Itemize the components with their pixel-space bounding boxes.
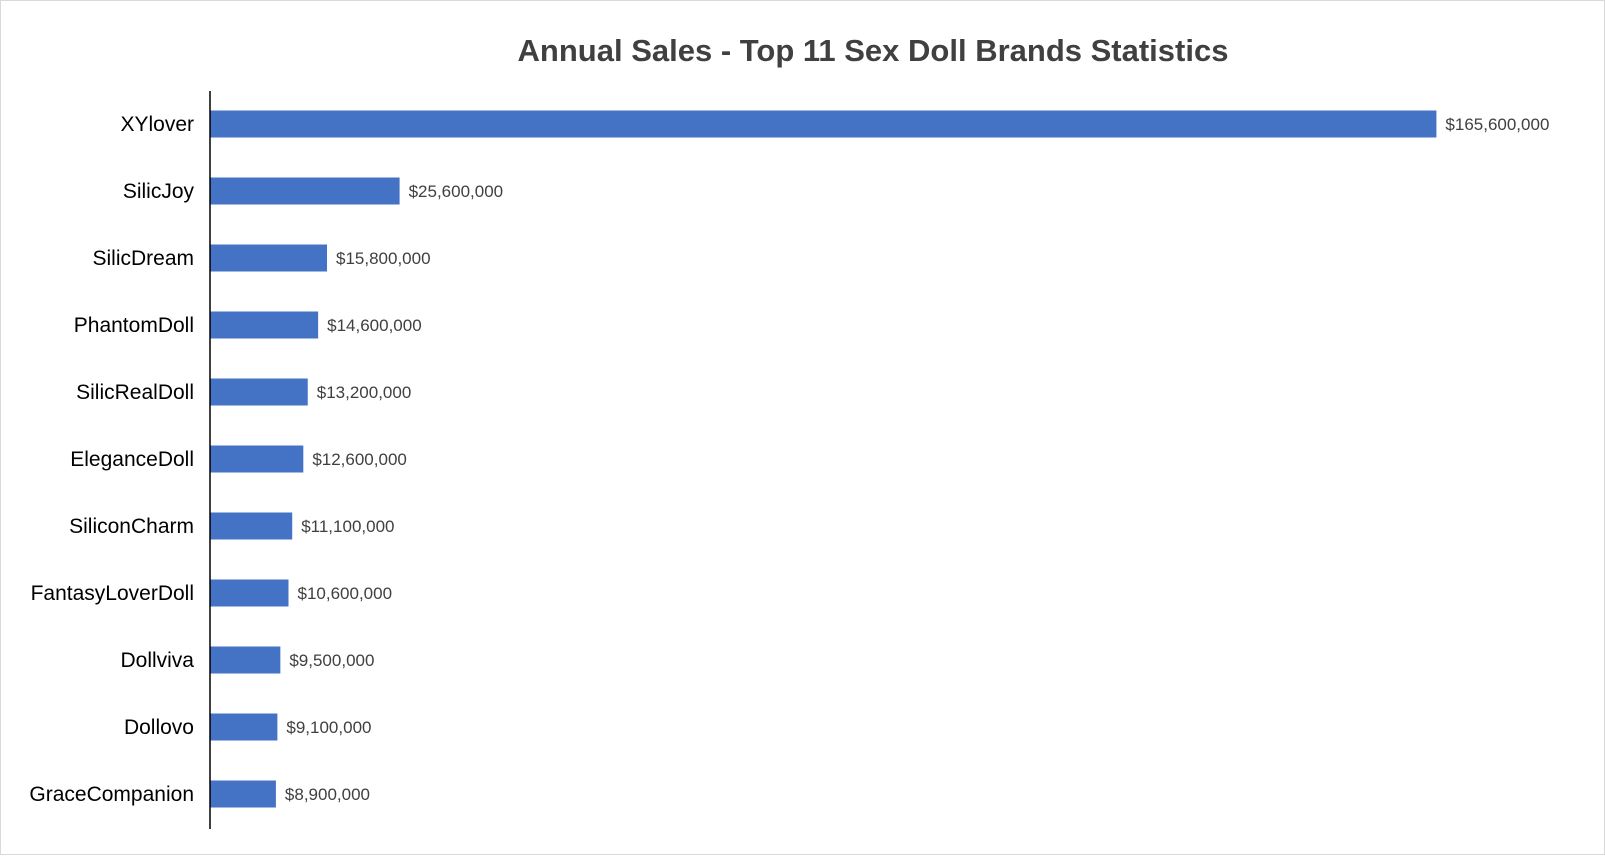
bar-siliconcharm [210,512,293,540]
category-label: SilicJoy [123,180,195,203]
chart-title: Annual Sales - Top 11 Sex Doll Brands St… [518,33,1229,68]
data-label: $9,500,000 [289,651,374,670]
bar-silicrealdoll [210,378,308,406]
bar-dollviva [210,646,281,674]
category-label: XYlover [120,113,194,136]
data-label: $10,600,000 [298,584,393,603]
data-label: $11,100,000 [301,517,394,536]
category-label: PhantomDoll [74,314,194,337]
category-label: FantasyLoverDoll [31,582,194,605]
category-label: SilicRealDoll [76,381,194,404]
bar-silicdream [210,244,328,272]
data-label: $165,600,000 [1445,115,1549,134]
category-label: Dollovo [124,716,194,739]
data-label: $25,600,000 [409,182,504,201]
category-label: GraceCompanion [29,783,194,806]
data-label: $12,600,000 [312,450,407,469]
bar-elegancedoll [210,445,304,473]
bar-dollovo [210,713,278,741]
bar-fantasyloverdoll [210,579,289,607]
bar-phantomdoll [210,311,319,339]
category-label: SiliconCharm [69,515,194,538]
category-label: EleganceDoll [70,448,194,471]
data-label: $15,800,000 [336,249,431,268]
bar-gracecompanion [210,780,276,808]
category-label: SilicDream [92,247,194,270]
bar-silicjoy [210,177,400,205]
data-label: $8,900,000 [285,785,370,804]
bar-xylover [210,110,1437,138]
data-label: $14,600,000 [327,316,422,335]
data-label: $13,200,000 [317,383,412,402]
bars-group: XYlover $165,600,000 SilicJoy $25,600,000 Si… [29,110,1549,808]
data-label: $9,100,000 [286,718,371,737]
category-label: Dollviva [120,649,194,672]
